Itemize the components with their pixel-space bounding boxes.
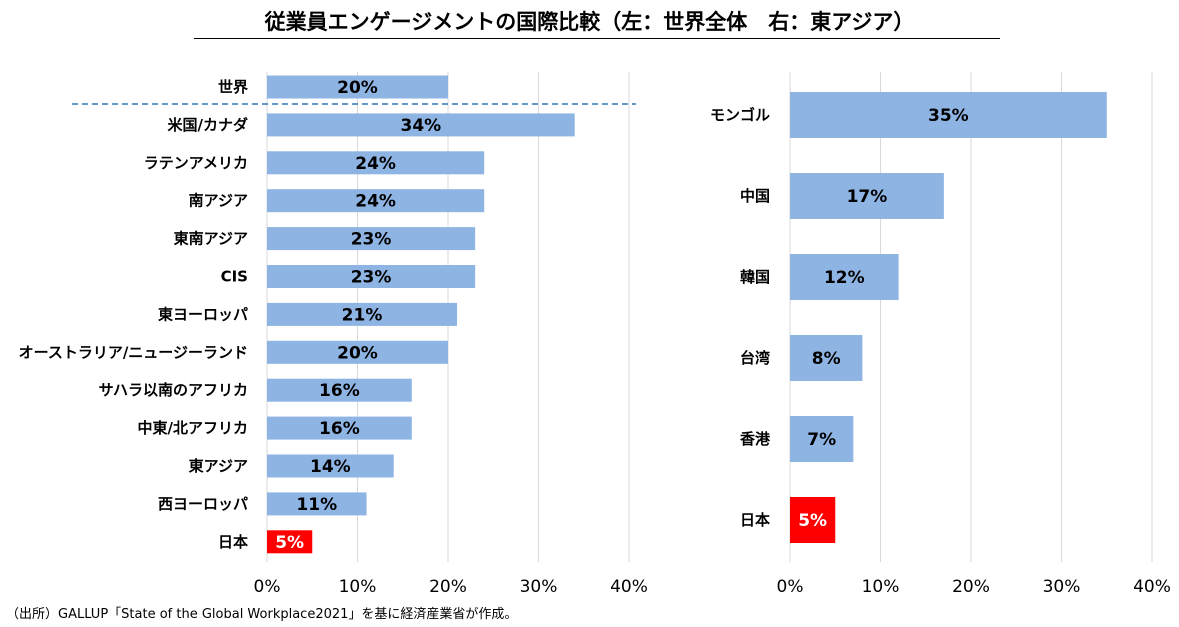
left-tick-label: 10% [339,577,377,597]
left-data-label: 16% [319,419,360,439]
left-bar [267,265,476,288]
left-category-label: 中東/北アフリカ [138,419,248,437]
left-category-label: サハラ以南のアフリカ [99,381,248,399]
left-data-label: 20% [337,78,378,98]
right-data-label: 12% [824,268,865,288]
left-bar [267,189,485,213]
left-bar [267,454,394,478]
right-tick-label: 20% [952,577,990,597]
left-category-label: 日本 [218,533,248,551]
right-bar [790,254,899,300]
left-data-label: 23% [351,230,392,250]
left-bar [267,340,448,364]
right-data-label: 7% [807,430,836,450]
right-bar [790,416,854,462]
left-data-label: 23% [351,268,392,288]
left-bar [267,530,313,554]
left-tick-label: 0% [254,577,281,597]
left-tick-label: 20% [429,577,467,597]
right-tick-label: 0% [777,577,804,597]
left-data-label: 11% [296,495,337,515]
left-data-label: 34% [400,116,441,136]
right-category-label: 韓国 [740,268,770,286]
left-category-label: 米国/カナダ [168,116,248,134]
left-bar [267,416,412,440]
chart-title: 従業員エンゲージメントの国際比較（左：世界全体 右：東アジア） [264,10,915,34]
left-data-label: 5% [275,533,304,553]
left-category-label: 世界 [218,78,248,96]
left-category-label: 東南アジア [174,230,248,248]
right-data-label: 35% [928,106,969,126]
left-bar [267,302,458,326]
right-bar [790,335,863,381]
left-bar [267,113,575,137]
left-category-label: ラテンアメリカ [144,154,248,172]
right-tick-label: 30% [1043,577,1081,597]
right-bar [790,173,944,219]
left-category-label: オーストラリア/ニュージーランド [19,343,248,361]
left-category-label: CIS [221,268,248,286]
left-bar [267,492,367,516]
left-bar [267,151,485,175]
right-data-label: 17% [847,187,888,207]
left-bar [267,75,448,99]
left-category-label: 東アジア [189,457,248,475]
right-bar [790,92,1107,138]
right-category-label: 日本 [740,511,770,529]
source-note: （出所）GALLUP「State of the Global Workplace… [6,607,518,622]
left-bar [267,227,476,251]
left-data-label: 14% [310,457,351,477]
right-bar [790,497,836,543]
left-data-label: 20% [337,343,378,363]
left-tick-label: 30% [520,577,558,597]
right-category-label: モンゴル [710,106,770,124]
right-data-label: 5% [798,511,827,531]
left-data-label: 21% [342,305,383,325]
left-data-label: 16% [319,381,360,401]
right-category-label: 香港 [740,430,771,448]
right-tick-label: 10% [862,577,900,597]
right-data-label: 8% [812,349,841,369]
left-tick-label: 40% [610,577,648,597]
title-underline [194,38,1000,39]
left-data-label: 24% [355,154,396,174]
right-category-label: 台湾 [740,349,770,367]
left-category-label: 南アジア [189,192,248,210]
left-bar [267,378,412,402]
right-category-label: 中国 [740,187,770,205]
left-data-label: 24% [355,192,396,212]
left-category-label: 西ヨーロッパ [158,495,248,513]
left-category-label: 東ヨーロッパ [158,305,248,323]
right-tick-label: 40% [1133,577,1171,597]
